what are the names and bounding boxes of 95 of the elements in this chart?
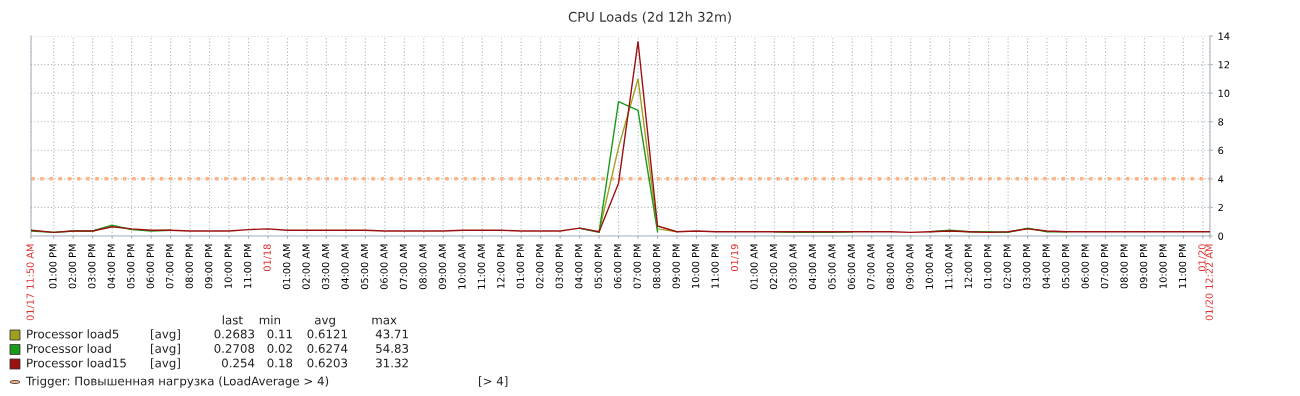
x-tick-label: 03:00 PM (88, 244, 96, 289)
x-tick-label: 10:00 AM (458, 244, 466, 289)
x-tick-label: 08:00 PM (652, 244, 661, 289)
x-tick-label: 01/17 11:50 AM (26, 244, 35, 321)
y-tick-label: 8 (1218, 118, 1224, 126)
x-tick-label: 01:00 AM (282, 244, 291, 290)
x-tick-label: 01/18 (263, 244, 272, 272)
x-tick-label: 09:00 PM (1139, 244, 1148, 289)
x-tick-label: 02:00 PM (1003, 244, 1011, 289)
x-tick-label: 03:00 PM (1023, 244, 1031, 289)
x-tick-label: 01:00 AM (750, 244, 758, 290)
x-tick-label: 03:00 AM (789, 244, 797, 290)
legend-label: Processor load15 (27, 358, 126, 368)
x-tick-label: 03:00 AM (321, 244, 330, 290)
x-tick-label: 01:00 PM (984, 244, 992, 289)
x-tick-label: 03:00 PM (555, 244, 563, 289)
x-tick-label: 04:00 PM (107, 244, 115, 289)
x-tick-label: 07:00 AM (867, 244, 875, 290)
x-tick-label: 09:00 PM (672, 244, 680, 289)
x-tick-label: 01:00 PM (49, 244, 57, 289)
text: 43.71 (375, 329, 408, 339)
text: 0.6203 (307, 358, 348, 368)
text: [avg] (151, 343, 180, 356)
x-tick-label: 05:00 AM (360, 244, 369, 290)
text: 31.32 (376, 358, 408, 368)
y-tick-label: 0 (1218, 232, 1224, 240)
x-tick-label: 06:00 PM (1081, 244, 1089, 289)
x-tick-label: 11:00 PM (243, 244, 252, 288)
text: 0.2708 (214, 344, 255, 353)
y-tick-label: 2 (1218, 203, 1223, 212)
x-tick-label: 08:00 AM (886, 244, 895, 290)
x-tick-label: 01/20 12:22 AM (1205, 244, 1214, 321)
x-tick-label: 07:00 PM (633, 244, 641, 289)
x-tick-label: 01/20 (1198, 244, 1207, 272)
x-tick-label: 02:00 PM (536, 244, 544, 289)
x-tick-label: 06:00 AM (847, 244, 856, 290)
y-tick-label: 6 (1218, 146, 1224, 155)
text: 0.6121 (307, 329, 347, 339)
x-tick-label: 09:00 AM (438, 244, 447, 290)
x-tick-label: 09:00 PM (205, 244, 213, 289)
x-tick-label: 08:00 AM (419, 244, 427, 290)
text: [> 4] (479, 376, 508, 387)
x-tick-label: 04:00 AM (341, 244, 349, 290)
legend-label: Trigger: Повышенная нагрузка (LoadAverage > 4) (25, 376, 329, 388)
x-tick-label: 11:00 PM (1178, 244, 1187, 288)
x-tick-label: 11:00 AM (477, 244, 486, 289)
x-tick-label: 02:00 AM (302, 244, 310, 290)
x-tick-label: 07:00 PM (166, 244, 174, 289)
x-tick-label: 02:00 PM (68, 244, 77, 289)
x-tick-label: 06:00 PM (146, 244, 154, 289)
chart-title: CPU Loads (2d 12h 32m) (568, 11, 731, 24)
x-tick-label: 11:00 AM (945, 244, 953, 289)
x-tick-label: 01:00 PM (516, 244, 524, 289)
x-tick-label: 12:00 PM (964, 244, 972, 288)
text: min (259, 315, 280, 325)
text: 54.83 (376, 344, 409, 353)
text: 0.6274 (307, 344, 348, 353)
x-tick-label: 04:00 AM (808, 244, 817, 290)
legend-label: Processor load (27, 343, 111, 353)
x-tick-label: 10:00 PM (1159, 244, 1167, 288)
x-tick-label: 05:00 PM (127, 244, 135, 289)
x-tick-label: 04:00 PM (575, 244, 583, 289)
y-tick-label: 4 (1218, 175, 1224, 183)
text: avg (314, 317, 335, 327)
x-tick-label: 07:00 PM (1100, 244, 1109, 289)
text: [avg] (151, 329, 180, 341)
text: 0.18 (267, 358, 293, 368)
y-tick-label: 12 (1218, 61, 1230, 69)
x-tick-label: 09:00 AM (906, 244, 914, 290)
x-tick-label: 01/19 (730, 244, 739, 272)
x-tick-label: 07:00 AM (399, 244, 408, 290)
x-tick-label: 11:00 PM (711, 244, 719, 288)
x-tick-label: 04:00 PM (1042, 244, 1050, 289)
text: 0.2683 (214, 329, 255, 339)
x-tick-label: 10:00 AM (925, 244, 933, 289)
text: 0.254 (221, 358, 255, 368)
text: 0.11 (267, 329, 292, 339)
x-tick-label: 08:00 PM (1120, 244, 1128, 289)
text: max (372, 317, 397, 325)
y-tick-label: 10 (1218, 89, 1230, 97)
x-tick-label: 10:00 PM (224, 244, 232, 288)
x-tick-label: 02:00 AM (769, 244, 778, 290)
x-tick-label: 08:00 PM (185, 244, 193, 289)
x-tick-label: 05:00 AM (828, 244, 836, 290)
text: last (222, 315, 243, 325)
x-tick-label: 05:00 PM (1061, 244, 1070, 289)
text: 0.02 (267, 344, 292, 353)
legend-label: Processor load5 (27, 329, 119, 339)
x-tick-label: 05:00 PM (594, 244, 602, 289)
x-tick-label: 06:00 AM (380, 244, 388, 290)
x-tick-label: 12:00 PM (497, 244, 505, 288)
x-tick-label: 06:00 PM (614, 244, 622, 289)
x-tick-label: 10:00 PM (691, 244, 700, 288)
text: [avg] (151, 358, 180, 370)
y-tick-label: 14 (1218, 32, 1230, 40)
